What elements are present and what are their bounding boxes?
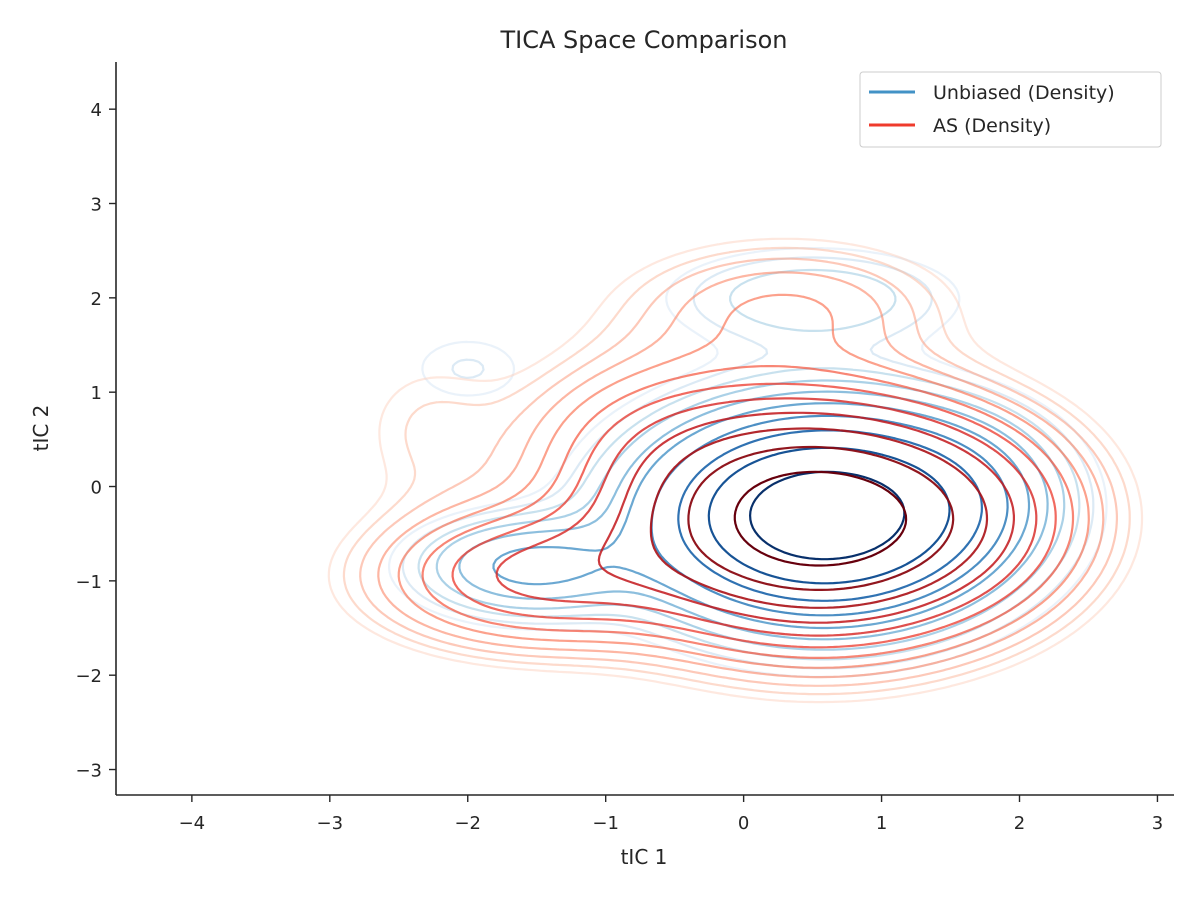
as-contour-level-7 [451, 382, 1057, 649]
as-contour-level-6 [421, 365, 1075, 659]
legend-label-unbiased: Unbiased (Density) [933, 82, 1115, 104]
axes [115, 62, 1174, 796]
x-tick-label: −3 [317, 813, 344, 834]
as-contour-level-9 [597, 411, 1015, 624]
as-contour-level-12 [733, 470, 908, 567]
y-tick-label: 2 [91, 289, 102, 310]
as-contour-level-11 [687, 445, 955, 591]
y-ticks: −3 −2 −1 0 1 2 3 4 [75, 100, 116, 782]
y-tick-label: 0 [91, 478, 102, 499]
x-axis-label: tIC 1 [621, 845, 668, 869]
x-tick-label: −4 [179, 813, 206, 834]
y-tick-label: −2 [75, 666, 102, 687]
legend-box [859, 71, 1162, 148]
y-tick-label: −1 [75, 572, 102, 593]
x-tick-label: 3 [1152, 813, 1163, 834]
x-tick-label: 0 [738, 813, 749, 834]
x-tick-label: 1 [876, 813, 887, 834]
as-density-contours [327, 237, 1144, 704]
x-tick-label: −1 [592, 813, 619, 834]
legend: Unbiased (Density) AS (Density) [859, 71, 1162, 148]
as-contour-level-4 [377, 271, 1105, 679]
as-contour-level-1 [327, 237, 1144, 704]
y-axis-label: tIC 2 [29, 405, 53, 452]
as-contour-level-5 [397, 293, 1090, 669]
y-tick-label: 3 [91, 195, 102, 216]
as-contour-level-8 [495, 397, 1038, 637]
legend-label-as: AS (Density) [933, 115, 1051, 137]
as-contour-level-10 [649, 427, 989, 609]
as-contour-level-2 [342, 246, 1131, 696]
x-tick-label: 2 [1014, 813, 1025, 834]
x-tick-label: −2 [454, 813, 481, 834]
y-tick-label: 1 [91, 383, 102, 404]
y-tick-label: 4 [91, 100, 102, 121]
chart-title: TICA Space Comparison [499, 26, 787, 54]
x-ticks: −4 −3 −2 −1 0 1 2 3 [179, 795, 1163, 834]
y-tick-label: −3 [75, 761, 102, 782]
as-contour-level-3 [359, 257, 1118, 687]
